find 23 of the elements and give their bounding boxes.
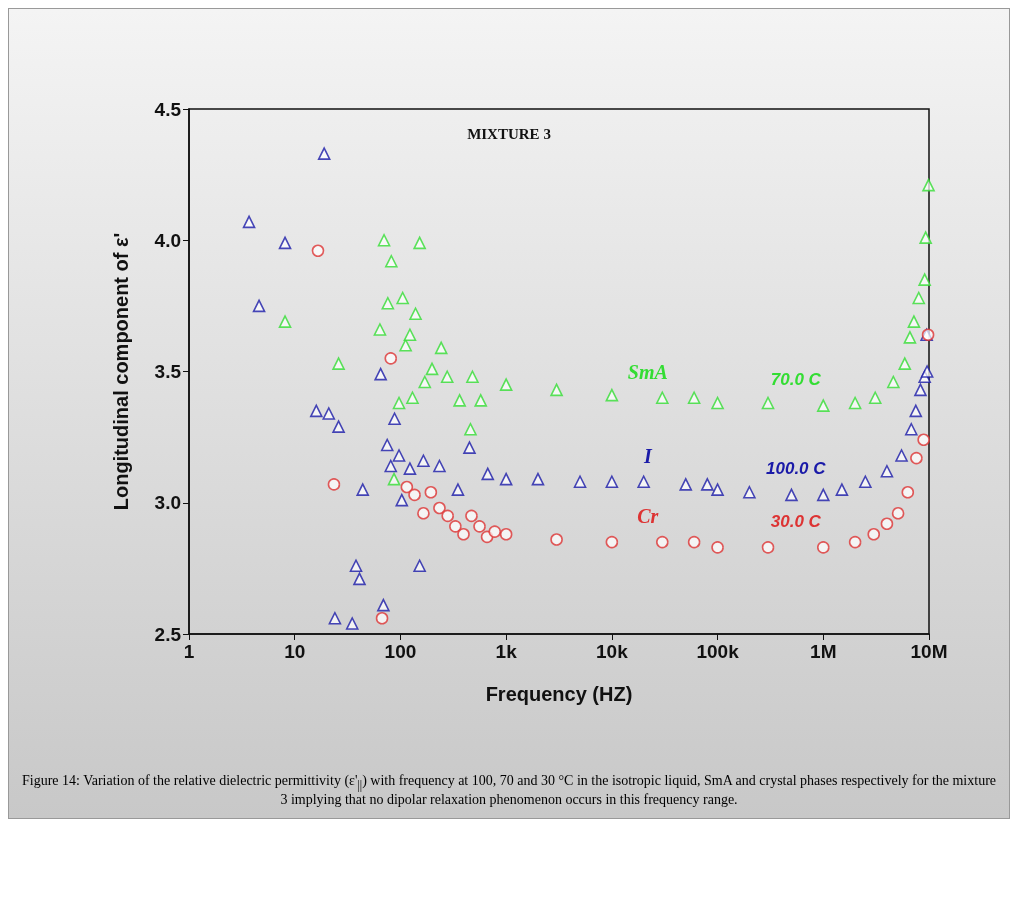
- x-tick-label: 100: [384, 641, 417, 662]
- x-tick-label: 10M: [910, 641, 948, 662]
- series-label: Cr: [637, 505, 659, 528]
- annotation: 30.0 C: [770, 511, 822, 531]
- y-tick-label: 3.5: [154, 361, 182, 382]
- annotation: 70.0 C: [770, 370, 822, 390]
- x-tick-label: 1M: [810, 641, 837, 662]
- series-label: I: [642, 444, 653, 467]
- x-tick-label: 1k: [495, 641, 518, 662]
- caption: Figure 14: Variation of the relative dielectric permittivity (ε'$_{||}$) with frequency at 100, 70 and 30 °C in the isotropic liquid, SmA and crystal phases respectively for the mixture 3 implying that no dipolar relaxation phenomenon occurs in this frequency range.: [20, 772, 998, 809]
- x-tick-label: 10k: [596, 641, 629, 662]
- annotation: 100.0 C: [766, 459, 827, 479]
- y-tick-label: 3.0: [154, 492, 181, 514]
- x-tick-label: 1: [183, 641, 195, 662]
- x-axis-title: Frequency (HZ): [485, 683, 633, 705]
- x-tick-label: 100k: [696, 641, 740, 662]
- y-tick-label: 2.5: [154, 623, 182, 645]
- y-tick-label: 4.0: [154, 229, 181, 251]
- y-tick-label: 4.5: [154, 98, 182, 120]
- y-axis-title: Longitudinal component of ε': [110, 232, 132, 511]
- text: MIXTURE 3: [467, 125, 551, 142]
- series-label: SmA: [627, 360, 668, 383]
- x-tick-label: 10: [284, 641, 306, 662]
